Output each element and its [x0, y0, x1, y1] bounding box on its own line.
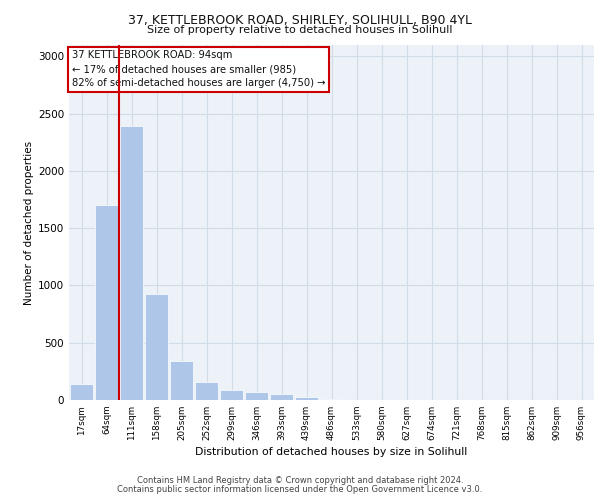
Bar	[70, 384, 93, 400]
Text: 37, KETTLEBROOK ROAD, SHIRLEY, SOLIHULL, B90 4YL: 37, KETTLEBROOK ROAD, SHIRLEY, SOLIHULL,…	[128, 14, 472, 27]
Text: 37 KETTLEBROOK ROAD: 94sqm
← 17% of detached houses are smaller (985)
82% of sem: 37 KETTLEBROOK ROAD: 94sqm ← 17% of deta…	[71, 50, 325, 88]
X-axis label: Distribution of detached houses by size in Solihull: Distribution of detached houses by size …	[196, 448, 467, 458]
Bar	[120, 126, 143, 400]
Bar	[245, 392, 268, 400]
Text: Contains public sector information licensed under the Open Government Licence v3: Contains public sector information licen…	[118, 485, 482, 494]
Bar	[220, 390, 243, 400]
Bar	[145, 294, 168, 400]
Bar	[270, 394, 293, 400]
Bar	[170, 361, 193, 400]
Text: Contains HM Land Registry data © Crown copyright and database right 2024.: Contains HM Land Registry data © Crown c…	[137, 476, 463, 485]
Bar	[95, 206, 118, 400]
Bar	[295, 396, 318, 400]
Y-axis label: Number of detached properties: Number of detached properties	[24, 140, 34, 304]
Text: Size of property relative to detached houses in Solihull: Size of property relative to detached ho…	[147, 25, 453, 35]
Bar	[195, 382, 218, 400]
